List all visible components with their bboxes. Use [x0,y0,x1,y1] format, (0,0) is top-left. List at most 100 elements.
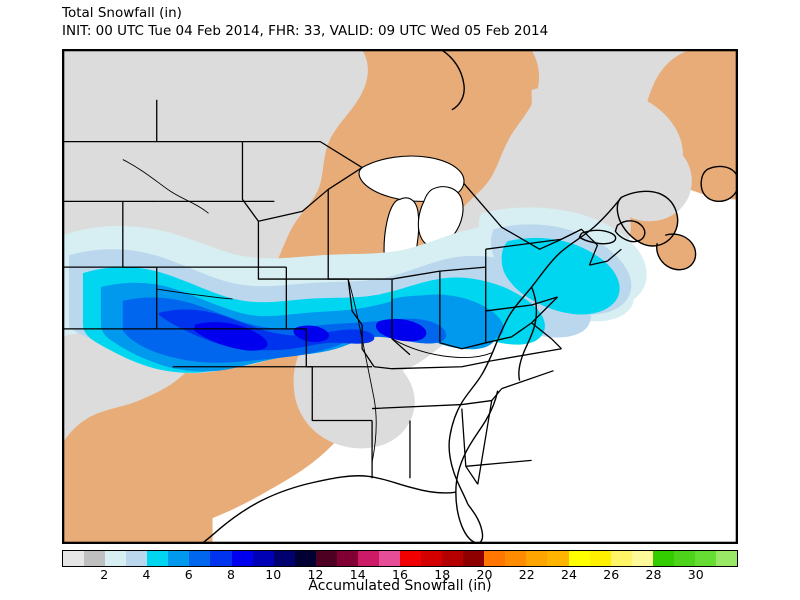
map-panel [62,49,738,544]
colorbar-tick: 28 [645,567,662,582]
colorbar-swatch [715,551,737,566]
border-tn-ms-al-ga [372,399,492,410]
border-ar-la [311,394,373,422]
colorbar-swatch [505,551,527,566]
snow-band-10in-max3 [375,318,427,342]
colorbar-tick: 16 [392,567,408,582]
colorbar-swatch [484,551,506,566]
colorbar-tick: 18 [434,567,451,582]
border-mo-ar [305,328,373,368]
border-mn-wi [258,166,363,222]
snow-band-6in-ne [501,237,620,315]
coastline-maritime [616,190,679,247]
colorbar-tick: 2 [100,567,109,582]
river-layer [122,159,492,463]
colorbar-swatch [673,551,695,566]
colorbar-strip [62,550,738,567]
colorbar-swatch [336,551,358,566]
nova-scotia-land [656,234,696,270]
trace-region-southeast [293,342,415,449]
coastline-gulf [202,475,456,543]
coastline-cape-cod [614,220,646,243]
coastline-layer [202,50,737,543]
border-mo-il [361,324,375,368]
colorbar-swatch [126,551,148,566]
colorbar-swatch [84,551,106,566]
colorbar-swatch [168,551,190,566]
border-nc-sc [501,370,554,390]
river-ohio [391,338,492,358]
border-oh-wv-ky [439,310,487,350]
border-sc-ga [477,388,503,485]
border-ga-fl [465,459,532,467]
colorbar-swatch [610,551,632,566]
colorbar-swatch [231,551,253,566]
colorbar-tick: 22 [518,567,535,582]
colorbar-swatch [568,551,590,566]
map-frame-border [63,50,737,543]
snowfall-map [63,50,737,543]
colorbar-swatch [421,551,443,566]
figure-title-line2: INIT: 00 UTC Tue 04 Feb 2014, FHR: 33, V… [62,23,549,39]
colorbar-swatch [400,551,422,566]
border-canada-us [63,140,363,169]
figure-title-line1: Total Snowfall (in) [62,5,182,21]
colorbar-swatch [631,551,653,566]
newfoundland-land [701,166,737,202]
coastline-hudson-bay [441,50,465,111]
border-mi-in [391,266,486,280]
snow-band-8in-east [390,295,496,350]
political-borders-layer [63,99,622,485]
border-wi-il [327,189,393,280]
colorbar-tick: 24 [561,567,577,582]
colorbar-swatch [589,551,611,566]
colorbar-tick: 8 [227,567,235,582]
border-va-nc [491,348,562,362]
coastline-chesapeake [518,286,538,381]
colorbar-tick: 26 [603,567,620,582]
colorbar-swatch [252,551,274,566]
colorbar-swatch [526,551,548,566]
colorbar-tick: 10 [265,567,282,582]
river-mississippi [347,278,377,463]
colorbar-tick: 4 [142,567,151,582]
atlantic-ocean-water [449,199,737,543]
border-pa-md [485,296,558,312]
coastline-newfoundland [700,165,737,202]
coastline-florida [455,390,499,543]
coastline-long-island [578,229,617,245]
colorbar-swatch [210,551,232,566]
border-pa-ny [485,238,562,250]
border-nd-mn [241,141,259,222]
colorbar-swatch [147,551,169,566]
colorbar-tick: 14 [349,567,366,582]
border-md-va [531,322,562,350]
colorbar-swatch [694,551,716,566]
coastline-nova-scotia [656,233,697,271]
snow-contours-layer [63,207,647,374]
colorbar-swatch [273,551,295,566]
colorbar-swatch [189,551,211,566]
river-missouri [122,159,209,214]
colorbar-tick: 30 [687,567,704,582]
colorbar-swatch [652,551,674,566]
colorbar-swatch [315,551,337,566]
colorbar-swatch [63,551,85,566]
colorbar-block: 2 4 6 8 10 12 14 16 18 20 22 24 26 28 30 [62,550,738,584]
colorbar-swatch [378,551,400,566]
colorbar-tick-labels: 2 4 6 8 10 12 14 16 18 20 22 24 26 28 30 [62,567,738,584]
colorbar-swatch [105,551,127,566]
coastline-atlantic [448,196,622,505]
colorbar-tick: 20 [476,567,493,582]
colorbar-swatch [463,551,485,566]
snow-band-10in-max2 [293,325,330,342]
colorbar-swatch [442,551,464,566]
figure-title-block: Total Snowfall (in) INIT: 00 UTC Tue 04 … [62,4,548,40]
border-ky-tn [374,360,492,370]
colorbar-tick: 6 [184,567,193,582]
colorbar-swatch [357,551,379,566]
colorbar-caption: Accumulated Snowfall (in) [308,578,492,594]
border-wv-va [485,296,558,344]
river-platte [156,288,233,300]
